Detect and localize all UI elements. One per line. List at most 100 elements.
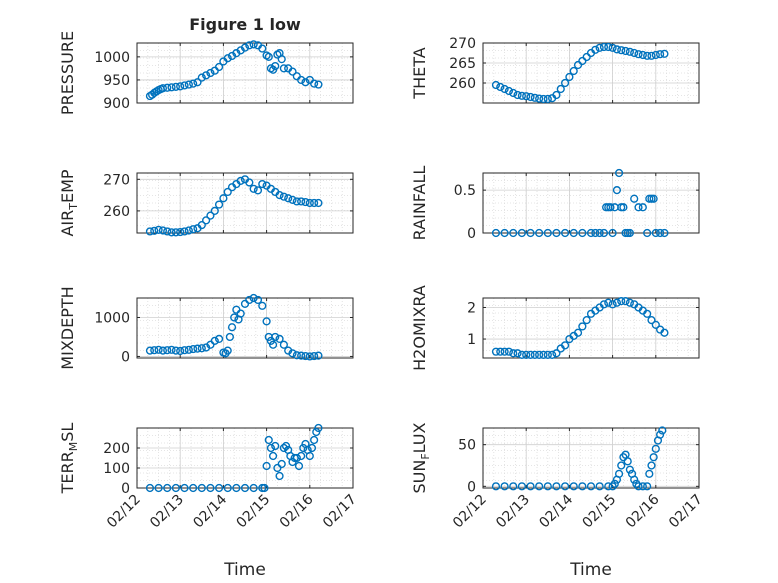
data-point [227,323,237,332]
data-point [543,94,552,104]
data-point [526,350,535,359]
data-point [150,346,159,355]
data-point [638,50,647,60]
data-point [660,49,669,58]
data-point [301,351,310,361]
y-axis-label: SUNFLUX [410,422,432,493]
data-point [163,83,172,92]
data-point [595,228,604,238]
data-point [145,483,155,493]
data-point [275,191,284,200]
x-tick-label: 02/16 [277,491,317,531]
data-point [578,322,587,331]
data-point [305,198,314,208]
data-point [638,482,647,491]
data-point [150,226,159,235]
data-point [262,317,271,326]
data-point [310,351,319,361]
data-series [491,426,667,491]
data-point [552,228,561,238]
data-point [288,195,297,204]
data-point [625,465,634,474]
data-point [500,228,509,238]
data-point [651,444,660,453]
data-point [167,83,176,92]
data-point [643,51,652,60]
data-point [271,332,280,342]
data-point [573,328,583,337]
data-point [548,350,557,359]
data-point [288,457,297,467]
data-point [262,461,271,471]
y-tick-label: 260 [449,76,476,92]
y-axis-label: AIRTEMP [58,169,80,236]
data-point [253,186,263,195]
data-point [500,482,509,491]
y-tick-label: 1000 [94,50,130,66]
y-tick-label: 0 [121,481,130,497]
data-point [297,75,306,85]
data-point [310,79,319,88]
data-point [310,435,319,445]
y-tick-label: 0 [121,349,130,365]
data-point [305,352,314,361]
data-point [154,225,163,234]
data-point [634,203,643,212]
data-point [314,423,323,433]
data-point [236,176,245,185]
data-point [647,51,656,60]
data-point [206,68,215,78]
data-point [163,346,172,355]
data-point [249,293,258,303]
data-point [202,71,211,80]
data-point [197,344,206,353]
data-point [307,443,317,453]
data-point [260,483,269,493]
axes-box [482,42,700,104]
data-point [268,451,278,461]
y-axis-label: PRESSURE [58,31,77,115]
data-point [530,93,539,102]
data-point [643,309,652,318]
data-point [625,47,634,56]
data-point [206,211,215,220]
y-tick-label: 200 [103,441,130,457]
data-point [591,228,600,238]
data-point [535,482,544,491]
data-point [634,482,643,491]
data-point [638,203,647,212]
data-point [171,228,180,237]
data-point [634,50,643,59]
y-tick-label: 0 [467,479,476,495]
data-point [582,316,591,325]
y-tick-label: 950 [103,73,130,89]
axes-box [136,172,354,234]
data-point [608,43,617,52]
data-point [496,82,505,92]
y-tick-label: 50 [458,438,476,454]
data-point [292,197,301,206]
figure-title: Figure 1 low [189,15,301,34]
data-point [277,55,286,64]
data-point [606,203,615,212]
data-point [189,344,198,354]
data-point [608,300,617,309]
data-point [271,61,280,71]
data-point [599,300,609,309]
data-point [651,320,660,329]
data-point [599,42,609,52]
data-point [167,228,176,237]
data-point [617,461,626,470]
data-point [560,78,570,88]
y-tick-label: 0 [467,226,476,242]
data-point [552,349,561,358]
data-point [651,50,660,60]
data-point [623,457,632,466]
axes-box [136,297,354,359]
data-point [608,228,617,238]
y-tick-label: 260 [103,204,130,220]
subplot-theta: 260 265 270 THETA [410,36,700,104]
data-point [249,184,258,193]
data-point [643,482,652,491]
x-tick-label: 02/12 [104,492,144,532]
